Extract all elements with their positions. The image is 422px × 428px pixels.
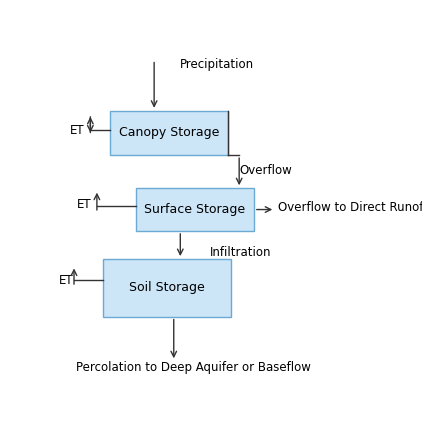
Text: ET: ET (70, 124, 84, 137)
Text: Infiltration: Infiltration (210, 246, 271, 259)
Text: ET: ET (76, 198, 91, 211)
Text: Surface Storage: Surface Storage (144, 203, 246, 216)
Text: Overflow: Overflow (239, 163, 292, 176)
Bar (103, 259, 231, 317)
Text: ET: ET (59, 274, 73, 287)
Text: Canopy Storage: Canopy Storage (119, 126, 219, 140)
Text: Soil Storage: Soil Storage (129, 281, 205, 294)
Bar (136, 188, 254, 231)
Text: Percolation to Deep Aquifer or Baseflow: Percolation to Deep Aquifer or Baseflow (76, 361, 311, 374)
Text: Precipitation: Precipitation (180, 58, 254, 71)
Text: Overflow to Direct Runoff: Overflow to Direct Runoff (279, 202, 422, 214)
Bar (110, 111, 228, 155)
